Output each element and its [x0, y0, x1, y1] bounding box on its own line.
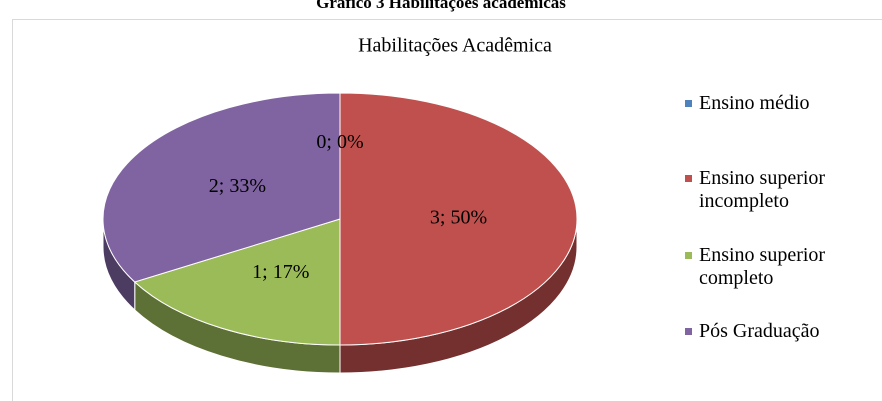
data-label: 1; 17% — [252, 261, 309, 283]
legend-label: Ensino superior completo — [699, 244, 826, 289]
chart-frame — [12, 19, 882, 401]
legend-swatch — [685, 100, 692, 107]
legend-label: Ensino superior incompleto — [699, 167, 826, 212]
pie-slice — [339, 92, 578, 346]
pie-slice — [102, 92, 341, 283]
legend-swatch — [685, 328, 692, 335]
chart-title: Habilitações Acadêmica — [358, 35, 552, 57]
legend-swatch — [685, 252, 692, 259]
data-label: 2; 33% — [209, 175, 266, 197]
data-label: 3; 50% — [430, 207, 487, 229]
legend-swatch — [685, 175, 692, 182]
pie-slice — [133, 218, 341, 346]
legend-label: Pós Graduação — [699, 320, 820, 342]
caption: Gráfico 3 Habilitações acadêmicas — [316, 0, 566, 12]
data-label: 0; 0% — [316, 131, 363, 153]
legend-label: Ensino médio — [699, 92, 810, 114]
